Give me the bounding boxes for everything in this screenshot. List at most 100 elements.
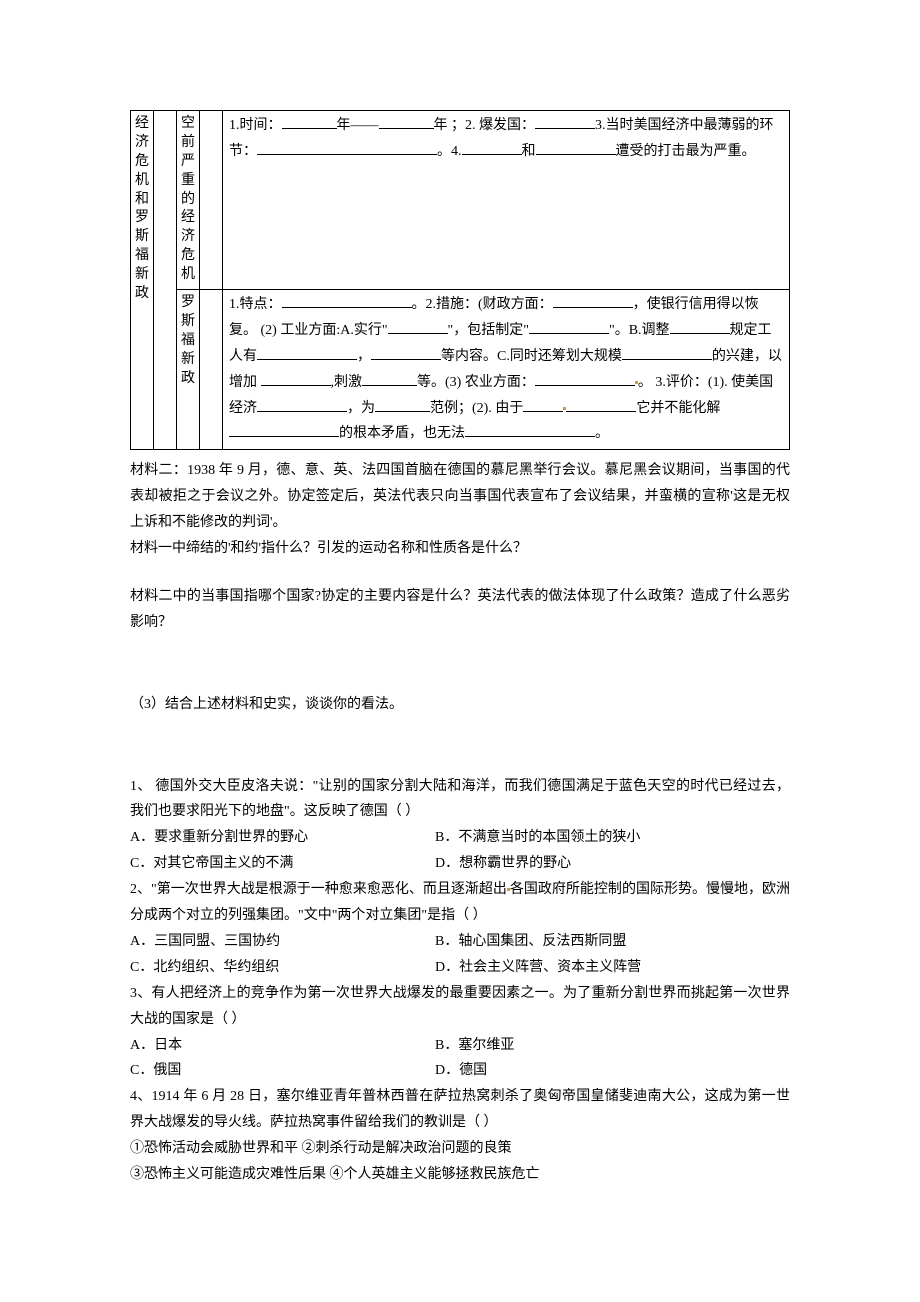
mcq3-optB[interactable]: B．塞尔维亚 xyxy=(435,1033,514,1059)
text: 财政方面： xyxy=(483,297,553,312)
mcq2-stem: 2、"第一次世界大战是根源于一种愈来愈恶化、而且逐渐超出各国政府所能控制的国际形… xyxy=(130,877,790,929)
vchar: 空 xyxy=(181,115,195,134)
text: 。 xyxy=(638,375,652,390)
mcq4-stem: 4、1914 年 6 月 28 日，塞尔维亚青年普林西普在萨拉热窝刺杀了奥匈帝国… xyxy=(130,1084,790,1136)
table-col2-bot: 罗 斯 福 新 政 xyxy=(177,290,200,450)
mcq2-row1: A．三国同盟、三国协约 B．轴心国集团、反法西斯同盟 xyxy=(130,929,790,955)
vchar: 福 xyxy=(181,332,195,351)
text: 和 xyxy=(522,144,536,159)
mcq3-stem: 3、有人把经济上的竞争作为第一次世界大战爆发的最重要因素之一。为了重新分割世界而… xyxy=(130,981,790,1033)
vchar: 济 xyxy=(135,134,149,153)
vchar: 经 xyxy=(135,115,149,134)
mcq3-row1: A．日本 B．塞尔维亚 xyxy=(130,1033,790,1059)
text: 。 xyxy=(595,426,609,441)
fill-blank[interactable] xyxy=(379,114,434,129)
table-col2b-empty2 xyxy=(200,290,223,450)
fill-blank[interactable] xyxy=(257,345,357,360)
page-root: 经 济 危 机 和 罗 斯 福 新 政 空 前 严 重 xyxy=(0,0,920,1302)
vertical-text-col1: 经 济 危 机 和 罗 斯 福 新 政 xyxy=(131,115,153,304)
mcq3-optD[interactable]: D．德国 xyxy=(435,1058,487,1084)
material-2: 材料二：1938 年 9 月，德、意、英、法四国首脑在德国的慕尼黑举行会议。慕尼… xyxy=(130,458,790,536)
text: 它并不能化解 xyxy=(636,401,720,416)
fill-blank[interactable] xyxy=(536,140,616,155)
mcq3-optC[interactable]: C．俄国 xyxy=(130,1058,435,1084)
vchar: 新 xyxy=(135,266,149,285)
mcq1-optD[interactable]: D．想称霸世界的野心 xyxy=(435,851,571,877)
mcq2-optC[interactable]: C．北约组织、华约组织 xyxy=(130,955,435,981)
vchar: 政 xyxy=(135,285,149,304)
vchar: 济 xyxy=(181,228,195,247)
fill-blank[interactable] xyxy=(529,319,609,334)
spacer xyxy=(130,562,790,584)
text: 。4. xyxy=(437,144,462,159)
text: ,刺激 xyxy=(331,375,363,390)
spacer xyxy=(130,718,790,774)
text: 2、"第一次世界大战是根源于一种愈来愈恶化、而且逐渐超出 xyxy=(130,882,507,897)
vchar: 福 xyxy=(135,247,149,266)
table-col2-top: 空 前 严 重 的 经 济 危 机 xyxy=(177,111,200,290)
mcq1-optB[interactable]: B．不满意当时的本国领土的狭小 xyxy=(435,825,640,851)
vchar: 和 xyxy=(135,191,149,210)
text: 遭受的打击最为严重。 xyxy=(616,144,756,159)
mcq3-row2: C．俄国 D．德国 xyxy=(130,1058,790,1084)
mcq2-optB[interactable]: B．轴心国集团、反法西斯同盟 xyxy=(435,929,626,955)
vchar: 危 xyxy=(135,153,149,172)
mcq2-optA[interactable]: A．三国同盟、三国协约 xyxy=(130,929,435,955)
mcq1-row1: A．要求重新分割世界的野心 B．不满意当时的本国领土的狭小 xyxy=(130,825,790,851)
vchar: 新 xyxy=(181,351,195,370)
text: "，包括制定" xyxy=(448,323,529,338)
text: "。B.调整 xyxy=(609,323,670,338)
fill-blank[interactable] xyxy=(670,319,730,334)
mcq4-line1: ①恐怖活动会威胁世界和平 ②刺杀行动是解决政治问题的良策 xyxy=(130,1136,790,1162)
vchar: 严 xyxy=(181,153,195,172)
vchar: 罗 xyxy=(135,209,149,228)
fill-blank[interactable] xyxy=(257,397,347,412)
table-cell-crisis: 1.时间：年——年 ；2. 爆发国：3.当时美国经济中最薄弱的环节：。4.和遭受… xyxy=(223,111,790,290)
text: 1.特点： xyxy=(229,297,282,312)
text: 年—— xyxy=(337,118,379,133)
mcq1-stem: 1、 德国外交大臣皮洛夫说："让别的国家分割大陆和海洋，而我们德国满足于蓝色天空… xyxy=(130,774,790,826)
worksheet-table: 经 济 危 机 和 罗 斯 福 新 政 空 前 严 重 xyxy=(130,110,790,450)
fill-blank[interactable] xyxy=(553,293,633,308)
fill-blank[interactable] xyxy=(375,397,430,412)
fill-blank[interactable] xyxy=(523,397,563,412)
fill-blank[interactable] xyxy=(388,319,448,334)
fill-blank[interactable] xyxy=(282,114,337,129)
mcq1-optA[interactable]: A．要求重新分割世界的野心 xyxy=(130,825,435,851)
vertical-text-col2b: 罗 斯 福 新 政 xyxy=(177,294,199,388)
mcq1-row2: C．对其它帝国主义的不满 D．想称霸世界的野心 xyxy=(130,851,790,877)
fill-blank[interactable] xyxy=(535,371,635,386)
fill-blank[interactable] xyxy=(257,140,437,155)
fill-blank[interactable] xyxy=(282,293,412,308)
vertical-text-col2a: 空 前 严 重 的 经 济 危 机 xyxy=(177,115,199,285)
fill-blank[interactable] xyxy=(622,345,712,360)
fill-blank[interactable] xyxy=(261,371,331,386)
spacer xyxy=(130,636,790,692)
question-3: （3）结合上述材料和史实，谈谈你的看法。 xyxy=(130,692,790,718)
text: 年 ；2. 爆发国： xyxy=(434,118,536,133)
fill-blank[interactable] xyxy=(535,114,595,129)
question-m1: 材料一中缔结的'和约'指什么？引发的运动名称和性质各是什么？ xyxy=(130,536,790,562)
table-col1b xyxy=(154,111,177,450)
vchar: 罗 xyxy=(181,294,195,313)
fill-blank[interactable] xyxy=(229,422,339,437)
fill-blank[interactable] xyxy=(362,371,417,386)
mcq2-optD[interactable]: D．社会主义阵营、资本主义阵营 xyxy=(435,955,641,981)
vchar: 斯 xyxy=(135,228,149,247)
mcq2-row2: C．北约组织、华约组织 D．社会主义阵营、资本主义阵营 xyxy=(130,955,790,981)
table-col1: 经 济 危 机 和 罗 斯 福 新 政 xyxy=(131,111,154,450)
text: 等。(3) 农业方面： xyxy=(417,375,535,390)
vchar: 经 xyxy=(181,209,195,228)
text: 的根本矛盾，也无法 xyxy=(339,426,465,441)
fill-blank[interactable] xyxy=(566,397,636,412)
vchar: 机 xyxy=(135,172,149,191)
text: 等内容。C.同时还筹划大规模 xyxy=(441,349,622,364)
table-col2b-empty xyxy=(200,111,223,290)
fill-blank[interactable] xyxy=(462,140,522,155)
vchar: 前 xyxy=(181,134,195,153)
fill-blank[interactable] xyxy=(371,345,441,360)
mcq1-optC[interactable]: C．对其它帝国主义的不满 xyxy=(130,851,435,877)
mcq3-optA[interactable]: A．日本 xyxy=(130,1033,435,1059)
text: 。2.措施：( xyxy=(412,297,483,312)
fill-blank[interactable] xyxy=(465,422,595,437)
